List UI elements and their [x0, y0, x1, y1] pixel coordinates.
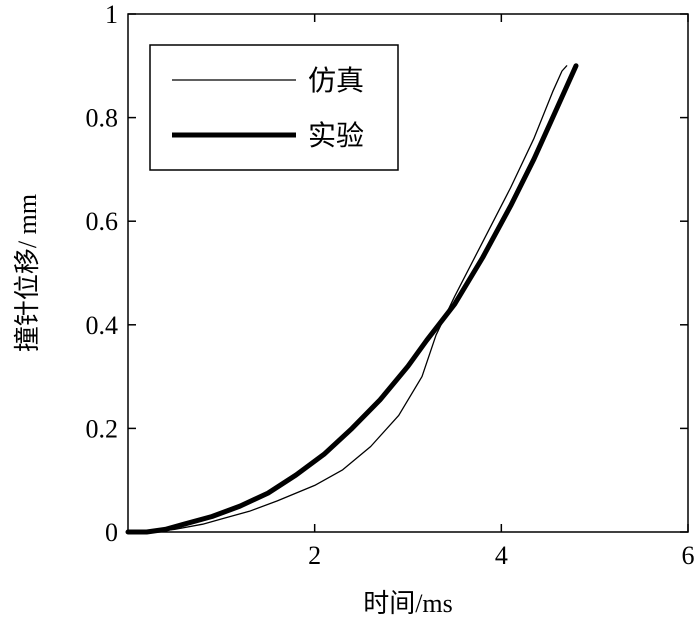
series-layer — [125, 63, 579, 535]
legend-label-simulation: 仿真 — [308, 65, 364, 97]
y-tick-label: 0.2 — [86, 414, 119, 443]
y-tick-label: 0 — [105, 518, 118, 547]
series-line-experiment — [125, 63, 579, 535]
x-tick-label: 2 — [308, 541, 321, 570]
x-axis-title: 时间/ms — [363, 589, 453, 618]
legend-box — [149, 44, 399, 171]
legend-label-experiment: 实验 — [308, 120, 364, 152]
legend: 仿真 实验 — [149, 44, 399, 171]
plot-frame — [127, 13, 689, 533]
x-tick-label: 6 — [682, 541, 695, 570]
y-tick-label: 0.8 — [86, 104, 119, 133]
y-tick-label: 0.6 — [86, 207, 119, 236]
y-tick-label: 0.4 — [86, 311, 119, 340]
x-tick-label: 4 — [495, 541, 508, 570]
ticks-layer: 2 4 6 0 0.2 0.4 0.6 0.8 1 — [86, 0, 695, 570]
series-line-simulation — [127, 65, 568, 533]
y-tick-label: 1 — [105, 0, 118, 29]
y-axis-title: 撞针位移/ mm — [13, 194, 42, 352]
